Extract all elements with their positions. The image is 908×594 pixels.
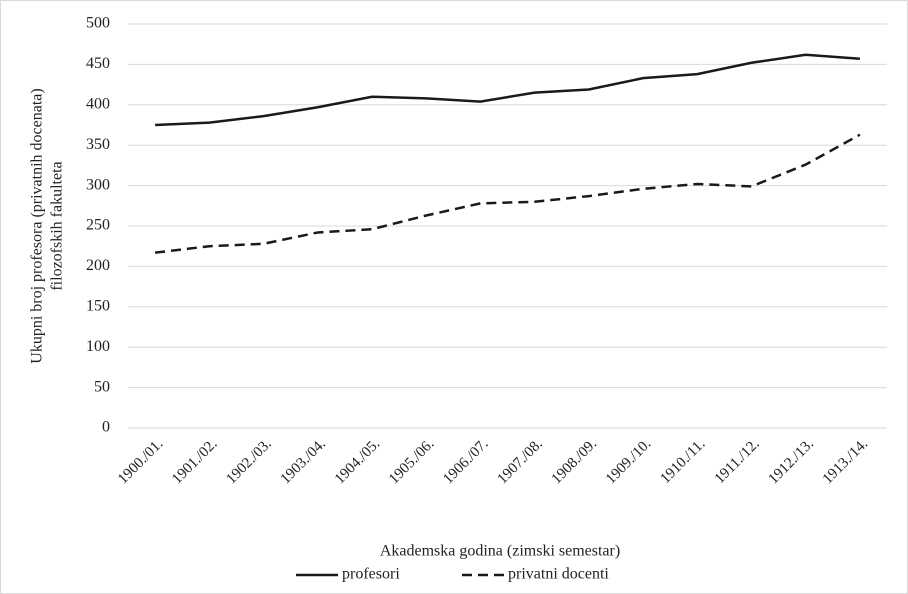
line-series [155,53,860,127]
y-tick-label: 350 [86,136,110,153]
y-axis-title: Ukupni broj profesora (privatnih docenat… [29,88,46,363]
y-tick-label: 450 [86,55,110,72]
legend-label: profesori [342,566,400,583]
y-tick-label: 50 [94,378,110,395]
x-axis-title: Akademska godina (zimski semestar) [380,543,620,560]
y-tick-label: 200 [86,257,110,274]
legend-label: privatni docenti [508,566,609,583]
y-tick-label: 300 [86,176,110,193]
y-tick-label: 150 [86,297,110,314]
y-axis-title: filozofskih fakulteta [49,161,66,290]
y-tick-label: 250 [86,217,110,234]
y-tick-label: 0 [102,419,110,436]
y-tick-label: 100 [86,338,110,355]
line-series [154,133,861,254]
y-tick-label: 400 [86,95,110,112]
y-tick-label: 500 [86,15,110,32]
